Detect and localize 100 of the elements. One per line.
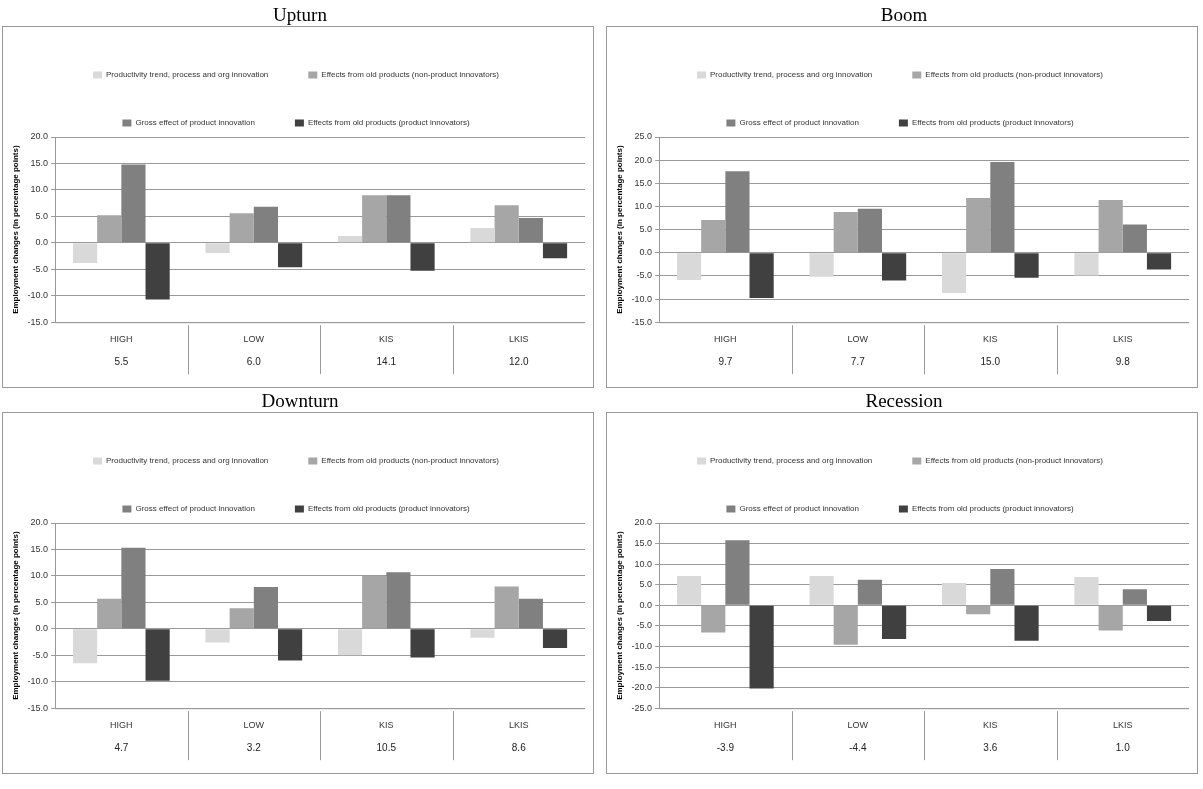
y-tick-label: 10.0 [30, 570, 49, 581]
x-tick-label: KIS [379, 334, 394, 345]
bar [542, 243, 568, 259]
chart-title: Upturn [272, 4, 328, 26]
bar [362, 195, 387, 243]
y-tick-label: 0.0 [35, 623, 49, 634]
bar [677, 253, 702, 281]
legend-label: Productivity trend, process and org innovation [105, 456, 269, 466]
y-tick-label: 0.0 [639, 599, 653, 610]
legend-label: Gross effect of product innovation [135, 504, 255, 514]
bar [809, 253, 834, 277]
bar [145, 243, 170, 300]
text: 14.1 [376, 355, 397, 367]
x-tick-label: LOW [847, 334, 869, 345]
y-tick-label: -15.0 [631, 661, 653, 672]
text: 9.8 [1115, 355, 1131, 367]
x-tick-label: LKIS [509, 334, 529, 345]
y-tick-label: 5.0 [639, 579, 653, 590]
bar [253, 206, 278, 243]
x-tick-label: KIS [983, 334, 998, 345]
text: 7.7 [850, 355, 866, 367]
bar [278, 243, 303, 268]
x-tick-label: LOW [243, 720, 265, 731]
bar [97, 598, 122, 629]
bar [1014, 253, 1039, 278]
y-tick-label: -5.0 [32, 263, 49, 274]
y-axis-title: Employment changes (in percentage points) [615, 145, 624, 314]
bar [941, 583, 967, 605]
y-tick-label: -25.0 [631, 702, 653, 713]
bar [833, 212, 858, 253]
y-tick-label: 15.0 [634, 177, 653, 188]
bar [337, 629, 363, 656]
text: 6.0 [246, 355, 262, 367]
y-tick-label: -5.0 [636, 270, 653, 281]
x-tick-label: HIGH [714, 334, 737, 345]
bar [809, 576, 834, 605]
legend-label: Effects from old products (non-product innovators) [321, 456, 500, 466]
bar [121, 164, 146, 243]
bar [145, 629, 170, 681]
bar [882, 605, 907, 640]
bar [966, 605, 991, 615]
legend-label: Gross effect of product innovation [135, 118, 255, 128]
bar [73, 629, 98, 664]
text: 1.0 [1115, 741, 1131, 753]
legend-label: Effects from old products (product innovators) [307, 504, 470, 514]
x-tick-label: KIS [379, 720, 394, 731]
legend-label: Effects from old products (non-product innovators) [925, 456, 1104, 466]
text: 10.5 [376, 741, 397, 753]
chart-title: Boom [879, 4, 929, 26]
bar [278, 629, 303, 661]
legend-label: Productivity trend, process and org innovation [105, 70, 269, 80]
bar [966, 198, 991, 253]
y-tick-label: 5.0 [639, 224, 653, 235]
bar [97, 215, 122, 243]
text: 4.7 [114, 741, 129, 753]
x-tick-label: HIGH [110, 334, 133, 345]
y-tick-label: 10.0 [30, 184, 49, 195]
bar [701, 219, 726, 253]
bar [121, 547, 146, 629]
y-tick-label: 15.0 [30, 157, 49, 168]
y-tick-label: 0.0 [35, 237, 49, 248]
y-tick-label: -5.0 [636, 620, 653, 631]
bar [470, 228, 495, 243]
y-tick-label: -20.0 [631, 682, 653, 693]
y-tick-label: 20.0 [634, 154, 653, 165]
bar [1098, 199, 1123, 253]
bar [494, 205, 519, 243]
bar [1146, 253, 1172, 270]
x-tick-label: KIS [983, 720, 998, 731]
bar [1122, 589, 1147, 605]
y-axis-title: Employment changes (in percentage points) [615, 531, 624, 700]
bar [833, 605, 858, 645]
bar [725, 540, 750, 605]
bar [941, 253, 967, 294]
x-tick-label: HIGH [714, 720, 737, 731]
bar [73, 243, 98, 263]
x-tick-label: LKIS [509, 720, 529, 731]
text: 15.0 [980, 355, 1001, 367]
bar [410, 629, 435, 658]
y-tick-label: 15.0 [634, 538, 653, 549]
bar [990, 162, 1015, 253]
bar [1098, 605, 1123, 631]
y-tick-label: -10.0 [631, 640, 653, 651]
y-axis-title: Employment changes (in percentage points) [11, 531, 20, 700]
y-tick-label: -10.0 [27, 290, 49, 301]
text: 3.6 [983, 741, 998, 753]
bar [1074, 576, 1099, 605]
y-axis-title: Employment changes (in percentage points) [11, 145, 20, 314]
legend-label: Effects from old products (non-product innovators) [925, 70, 1104, 80]
bar [857, 579, 882, 605]
bar [1122, 224, 1147, 253]
x-tick-label: LKIS [1113, 334, 1133, 345]
bar [386, 195, 411, 243]
y-tick-label: -10.0 [631, 293, 653, 304]
text: 5.5 [114, 355, 129, 367]
text: 12.0 [509, 355, 529, 367]
bar [205, 243, 230, 253]
x-tick-label: LKIS [1113, 720, 1133, 731]
y-tick-label: 20.0 [634, 517, 653, 528]
chart-title: Recession [864, 390, 944, 412]
